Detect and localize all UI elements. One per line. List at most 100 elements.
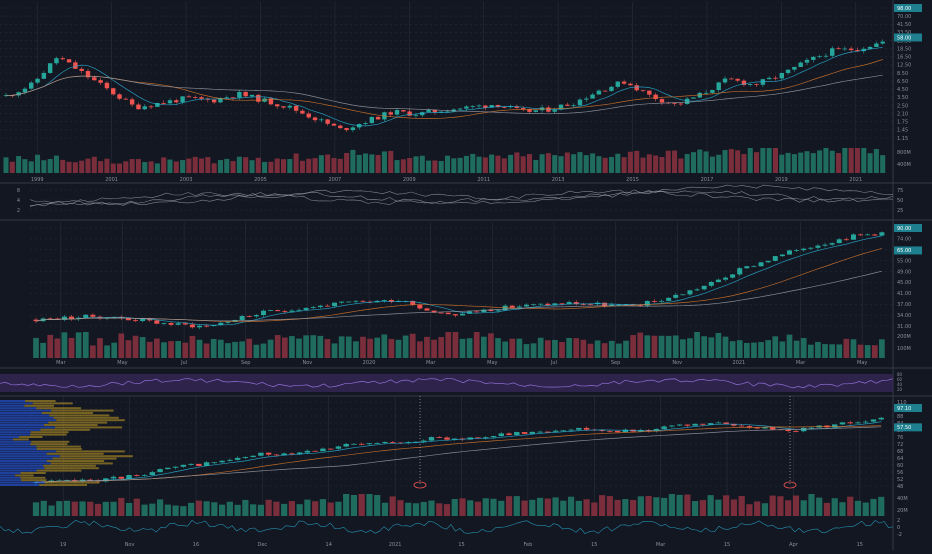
candle-body — [672, 102, 677, 104]
candle-body — [843, 239, 849, 241]
volume-tick-label: 100M — [897, 346, 911, 352]
x-tick-label: 2003 — [180, 177, 193, 183]
volume-bar — [325, 154, 331, 173]
candle-body — [401, 110, 406, 112]
candle-body — [836, 48, 841, 50]
volume-bar — [407, 157, 413, 173]
price-tag-box — [894, 423, 922, 432]
volume-bar — [289, 336, 295, 358]
candle-body — [748, 83, 753, 85]
volume-bar — [82, 332, 89, 358]
volume-bar — [513, 496, 520, 516]
volume-profile-bar — [0, 464, 44, 467]
volume-bar — [804, 151, 810, 173]
candle-body — [165, 467, 171, 470]
candle-body — [609, 304, 615, 307]
y-tick-label: 68 — [897, 449, 903, 455]
volume-bar — [90, 345, 96, 358]
candle-body — [529, 431, 536, 434]
price-tag-label: 97.10 — [897, 406, 911, 412]
candle-body — [296, 452, 303, 455]
candle-body — [874, 43, 879, 47]
volume-bar — [167, 159, 173, 173]
volume-bar — [381, 151, 387, 173]
rsi-line — [0, 377, 894, 389]
volume-bar — [608, 340, 615, 358]
volume-bar — [530, 343, 537, 358]
volume-profile-bar — [50, 462, 113, 465]
y-tick-label: 31.00 — [897, 324, 911, 330]
volume-profile-bar — [0, 445, 37, 448]
volume-bar — [544, 340, 551, 358]
candle-body — [47, 318, 53, 320]
volume-bar — [104, 158, 110, 173]
volume-bar — [232, 341, 238, 358]
volume-bar — [389, 496, 396, 516]
candle-body — [253, 315, 259, 317]
volume-bar — [606, 496, 613, 516]
volume-bar — [243, 157, 249, 173]
volume-bar — [388, 338, 395, 358]
volume-profile-bar — [0, 402, 33, 405]
x-tick-label: 2019 — [775, 177, 788, 183]
volume-profile-bar — [36, 407, 81, 410]
moving-average-line — [35, 235, 882, 326]
volume-bar — [288, 501, 296, 516]
volume-profile-bar — [59, 455, 133, 458]
candle-body — [599, 430, 605, 431]
candle-body — [715, 422, 722, 424]
candle-body — [773, 77, 778, 79]
volume-bar — [257, 504, 264, 516]
volume-bar — [848, 148, 854, 173]
volume-bar — [552, 339, 558, 358]
volume-bar — [33, 337, 39, 358]
candle-body — [317, 305, 323, 308]
osc-left-label: 4 — [17, 198, 20, 204]
volume-profile-bar — [0, 412, 42, 414]
candle-body — [785, 69, 791, 73]
candle-body — [751, 266, 757, 268]
volume-bar — [196, 339, 203, 358]
volume-bar — [829, 344, 835, 358]
volume-bar — [793, 340, 800, 358]
volume-bar — [296, 504, 303, 516]
volume-profile-bar — [0, 414, 50, 417]
y-tick-label: 64 — [897, 456, 903, 462]
volume-bar — [226, 501, 233, 516]
volume-bar — [692, 501, 699, 516]
volume-bar — [690, 152, 697, 173]
volume-bar — [678, 158, 684, 173]
volume-bar — [3, 157, 9, 173]
volume-bar — [629, 499, 637, 516]
candle-body — [644, 300, 650, 306]
x-tick-label: Nov — [672, 360, 682, 366]
candle-body — [218, 98, 223, 103]
volume-bar — [310, 335, 317, 358]
volume-bar — [417, 341, 423, 358]
candle-body — [723, 277, 728, 280]
candle-body — [839, 422, 846, 425]
candle-body — [645, 429, 652, 431]
candle-body — [523, 304, 529, 307]
candle-body — [175, 323, 181, 325]
candle-body — [54, 58, 59, 64]
volume-bar — [878, 496, 885, 516]
y-tick-label: 52 — [897, 477, 903, 483]
candle-body — [452, 438, 458, 440]
candle-body — [428, 437, 435, 441]
candle-body — [583, 427, 590, 430]
volume-bar — [583, 155, 589, 173]
volume-bar — [148, 161, 154, 173]
volume-bar — [495, 338, 501, 358]
candle-body — [509, 305, 515, 308]
candle-body — [716, 82, 721, 91]
volume-bar — [463, 155, 469, 173]
volume-bar — [110, 163, 116, 173]
volume-bar — [772, 148, 778, 173]
volume-bar — [344, 152, 350, 173]
x-tick-label: 2021 — [849, 177, 862, 183]
candle-body — [87, 479, 93, 481]
volume-bar — [880, 155, 886, 173]
